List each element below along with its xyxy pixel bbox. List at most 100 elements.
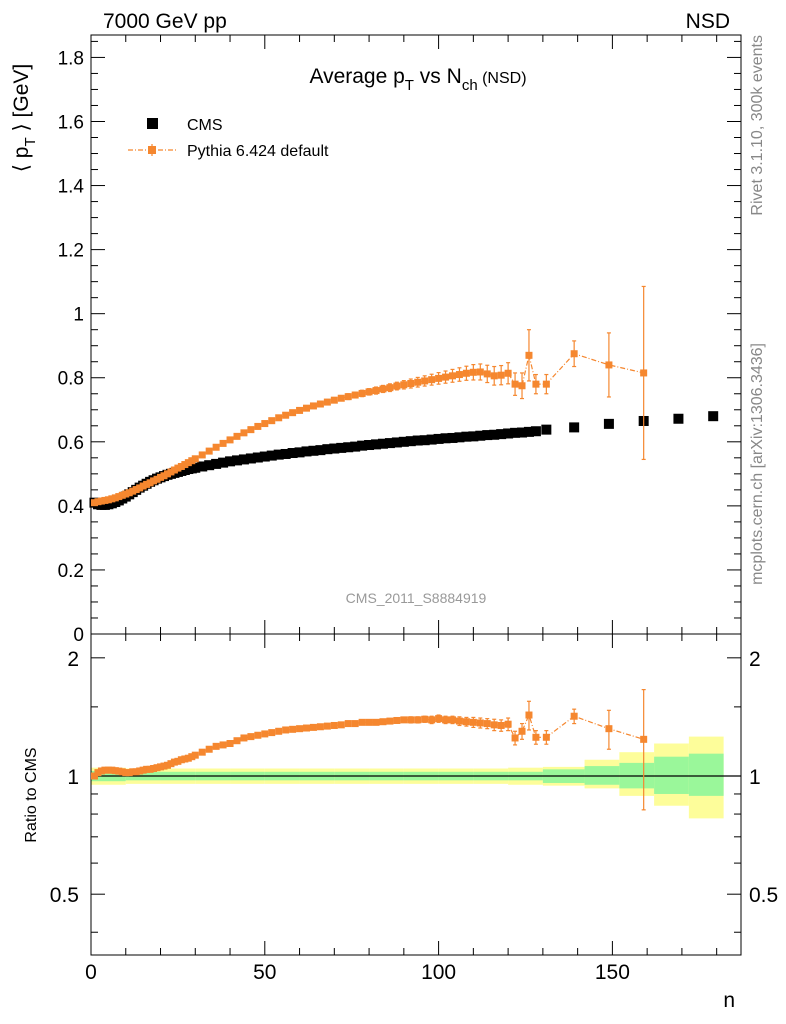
ratio-pythia-point: [303, 724, 311, 732]
main-y-tick-label: 0.8: [58, 369, 84, 390]
cms-data-point: [603, 418, 614, 429]
pythia-data-point: [191, 455, 199, 463]
pythia-data-point: [525, 351, 533, 359]
pythia-data-point: [435, 374, 443, 382]
pythia-data-point: [316, 400, 324, 408]
cms-data-point: [294, 447, 305, 458]
ratio-pythia-point: [605, 725, 613, 733]
ratio-pythia-point: [497, 721, 505, 729]
main-y-tick-label: 1.8: [58, 48, 84, 69]
ratio-pythia-point: [247, 733, 255, 741]
cms-data-point: [447, 432, 458, 443]
pythia-data-point: [254, 422, 262, 430]
cms-data-point: [225, 456, 236, 467]
title-sub1: T: [405, 77, 414, 94]
ratio-pythia-point: [233, 737, 241, 745]
pythia-data-point: [205, 447, 213, 455]
cms-data-point: [419, 435, 430, 446]
cms-data-point: [461, 431, 472, 442]
ratio-y-tick-label: 0.5: [50, 884, 79, 907]
ratio-pythia-point: [393, 716, 401, 724]
ratio-pythia-point: [323, 722, 331, 730]
ratio-pythia-point: [476, 719, 484, 727]
ratio-pythia-point: [542, 733, 550, 741]
cms-data-point: [405, 436, 416, 447]
pythia-data-point: [198, 451, 206, 459]
cms-data-point: [510, 427, 521, 438]
cms-data-point: [218, 457, 229, 468]
cms-data-point: [301, 446, 312, 457]
ratio-pythia-point: [435, 715, 443, 723]
ratio-pythia-point: [442, 716, 450, 724]
cms-data-point: [503, 428, 514, 439]
ratio-pythia-point: [191, 751, 199, 759]
pythia-data-point: [476, 368, 484, 376]
pythia-data-point: [386, 384, 394, 392]
cms-data-point: [371, 439, 382, 450]
pythia-data-point: [296, 406, 304, 414]
cms-data-point: [530, 426, 541, 437]
main-panel: 0 0.2 0.4 0.6 0.8 1 1.2 1.4 1.6 1.8: [58, 34, 742, 646]
cms-data-point: [266, 450, 277, 461]
main-y-tick-label: 1.4: [58, 177, 85, 198]
pythia-data-point: [414, 378, 422, 386]
ratio-plot-frame: [90, 633, 742, 956]
cms-data-point: [433, 433, 444, 444]
ratio-pythia-point: [275, 727, 283, 735]
x-tick-label: 150: [595, 961, 630, 984]
title-suffix: (NSD): [478, 70, 527, 87]
ratio-pythia-point: [483, 720, 491, 728]
ratio-pythia-point: [254, 731, 262, 739]
ratio-pythia-point: [525, 711, 533, 719]
ratio-pythia-point: [282, 726, 290, 734]
main-y-tick-label: 0.2: [58, 561, 84, 582]
cms-data-point: [336, 442, 347, 453]
pythia-data-point: [247, 426, 255, 434]
cms-data-point: [259, 451, 270, 462]
pythia-data-point: [289, 409, 297, 417]
ratio-pythia-point: [268, 729, 276, 737]
pythia-data-point: [219, 439, 227, 447]
cms-data-point: [454, 432, 465, 443]
x-axis-label: n: [723, 989, 735, 1012]
main-y-tick-label: 1.2: [58, 241, 84, 262]
ratio-inner-band: [688, 753, 724, 796]
ratio-pythia-point: [219, 741, 227, 749]
pythia-data-point: [455, 371, 463, 379]
side-label-bottom: mcplots.cern.ch [arXiv:1306.3436]: [749, 343, 766, 585]
cms-data-point: [211, 458, 222, 469]
analysis-watermark: CMS_2011_S8884919: [346, 590, 487, 606]
ratio-pythia-point: [372, 718, 380, 726]
ratio-pythia-point: [198, 748, 206, 756]
ratio-pythia-point: [407, 716, 415, 724]
pythia-data-point: [428, 376, 436, 384]
pythia-data-point: [448, 372, 456, 380]
cms-data-point: [412, 435, 423, 446]
cms-data-point: [245, 453, 256, 464]
ratio-pythia-point: [570, 712, 578, 720]
ratio-pythia-point: [309, 723, 317, 731]
pythia-data-point: [640, 369, 648, 377]
cms-data-point: [197, 461, 208, 472]
cms-data-point: [391, 437, 402, 448]
pythia-data-point: [497, 371, 505, 379]
cms-data-point: [440, 433, 451, 444]
ratio-y-tick-label-right: 0.5: [749, 884, 778, 907]
pythia-data-point: [344, 393, 352, 401]
cms-data-point: [280, 448, 291, 459]
ratio-pythia-point: [337, 721, 345, 729]
pythia-data-point: [511, 380, 519, 388]
pythia-data-point: [240, 429, 248, 437]
cms-data-point: [517, 427, 528, 438]
cms-data-point: [357, 440, 368, 451]
legend-mc-label: Pythia 6.424 default: [187, 143, 329, 160]
pythia-data-point: [442, 373, 450, 381]
pythia-data-point: [212, 443, 220, 451]
pythia-data-point: [469, 368, 477, 376]
pythia-data-point: [407, 380, 415, 388]
cms-data-point: [384, 438, 395, 449]
ratio-pythia-point: [379, 718, 387, 726]
legend: CMS Pythia 6.424 default: [128, 117, 329, 160]
legend-data-label: CMS: [187, 117, 223, 134]
title-sub2: ch: [462, 77, 478, 94]
